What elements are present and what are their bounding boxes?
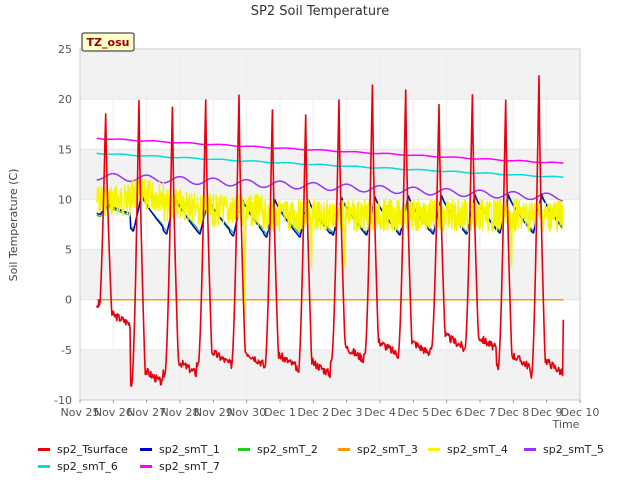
y-tick-label: 20: [58, 93, 72, 106]
x-tick-label: Nov 25: [61, 406, 100, 419]
plot-band: [80, 299, 580, 350]
legend-item-sp2_smT_5: sp2_smT_5: [524, 443, 604, 456]
x-tick-label: Nov 26: [94, 406, 133, 419]
legend-item-sp2_smT_1: sp2_smT_1: [140, 443, 220, 456]
plot-band: [80, 49, 580, 100]
x-tick-label: Dec 8: [497, 406, 529, 419]
x-tick-label: Dec 9: [531, 406, 563, 419]
x-tick-label: Nov 30: [227, 406, 266, 419]
y-tick-label: -10: [54, 394, 72, 407]
legend-label: sp2_smT_6: [57, 460, 118, 473]
legend-label: sp2_smT_7: [159, 460, 220, 473]
legend-swatch: [524, 447, 536, 451]
x-tick-label: Dec 6: [431, 406, 463, 419]
legend-item-sp2_smT_2: sp2_smT_2: [238, 443, 318, 456]
series-line-sp2_smT_7: [96, 137, 564, 165]
legend-swatch: [38, 447, 50, 451]
series-layer: [95, 75, 565, 388]
x-tick-label: Dec 7: [464, 406, 496, 419]
annotation-box: TZ_osu: [81, 32, 135, 52]
x-tick-label: Dec 10: [561, 406, 600, 419]
legend-label: sp2_smT_2: [257, 443, 318, 456]
y-axis: -10 -5 0 5 10 15 20 25: [54, 43, 72, 407]
legend-swatch: [338, 447, 350, 451]
x-tick-label: Nov 27: [127, 406, 166, 419]
x-axis-label: Time: [552, 418, 580, 431]
legend-swatch: [38, 464, 50, 468]
x-tick-label: Nov 28: [161, 406, 200, 419]
plot-frame: [79, 48, 581, 401]
legend-label: sp2_smT_4: [447, 443, 508, 456]
legend-swatch: [140, 447, 152, 451]
legend-item-sp2_smT_4: sp2_smT_4: [428, 443, 508, 456]
y-tick-label: 0: [65, 294, 72, 307]
x-tick-label: Dec 5: [397, 406, 429, 419]
legend-swatch: [428, 447, 440, 451]
x-tick-label: Dec 4: [364, 406, 396, 419]
plot-band: [80, 99, 580, 150]
y-tick-label: 15: [58, 143, 72, 156]
legend-label: sp2_smT_5: [543, 443, 604, 456]
legend-item-sp2_Tsurface: sp2_Tsurface: [38, 443, 128, 456]
legend-item-sp2_smT_7: sp2_smT_7: [140, 460, 220, 473]
y-tick-label: -5: [61, 344, 72, 357]
x-tick-label: Dec 3: [331, 406, 363, 419]
y-axis-label: Soil Temperature (C): [7, 169, 20, 282]
legend: sp2_Tsurface sp2_smT_1 sp2_smT_2 sp2_smT_3 s…: [0, 434, 640, 480]
x-tick-label: Nov 29: [194, 406, 233, 419]
plot-band: [80, 249, 580, 300]
y-tick-label: 10: [58, 193, 72, 206]
annotation-label: TZ_osu: [87, 36, 130, 49]
chart: SP2 Soil Temperature -10 -5 0 5 10 15 20 25 Nov…: [7, 4, 600, 431]
y-tick-label: 5: [65, 244, 72, 257]
legend-swatch: [238, 447, 250, 451]
legend-label: sp2_smT_3: [357, 443, 418, 456]
series-line-sp2_smT_5: [96, 172, 563, 202]
y-tick-label: 25: [58, 43, 72, 56]
legend-item-sp2_smT_3: sp2_smT_3: [338, 443, 418, 456]
legend-label: sp2_Tsurface: [57, 443, 128, 456]
series-line-sp2_smT_6: [96, 152, 564, 179]
x-tick-label: Dec 1: [264, 406, 296, 419]
series-line-sp2_Tsurface: [95, 75, 565, 388]
legend-item-sp2_smT_6: sp2_smT_6: [38, 460, 118, 473]
legend-swatch: [140, 464, 152, 468]
x-tick-label: Dec 2: [297, 406, 329, 419]
chart-title: SP2 Soil Temperature: [251, 4, 389, 19]
legend-label: sp2_smT_1: [159, 443, 220, 456]
